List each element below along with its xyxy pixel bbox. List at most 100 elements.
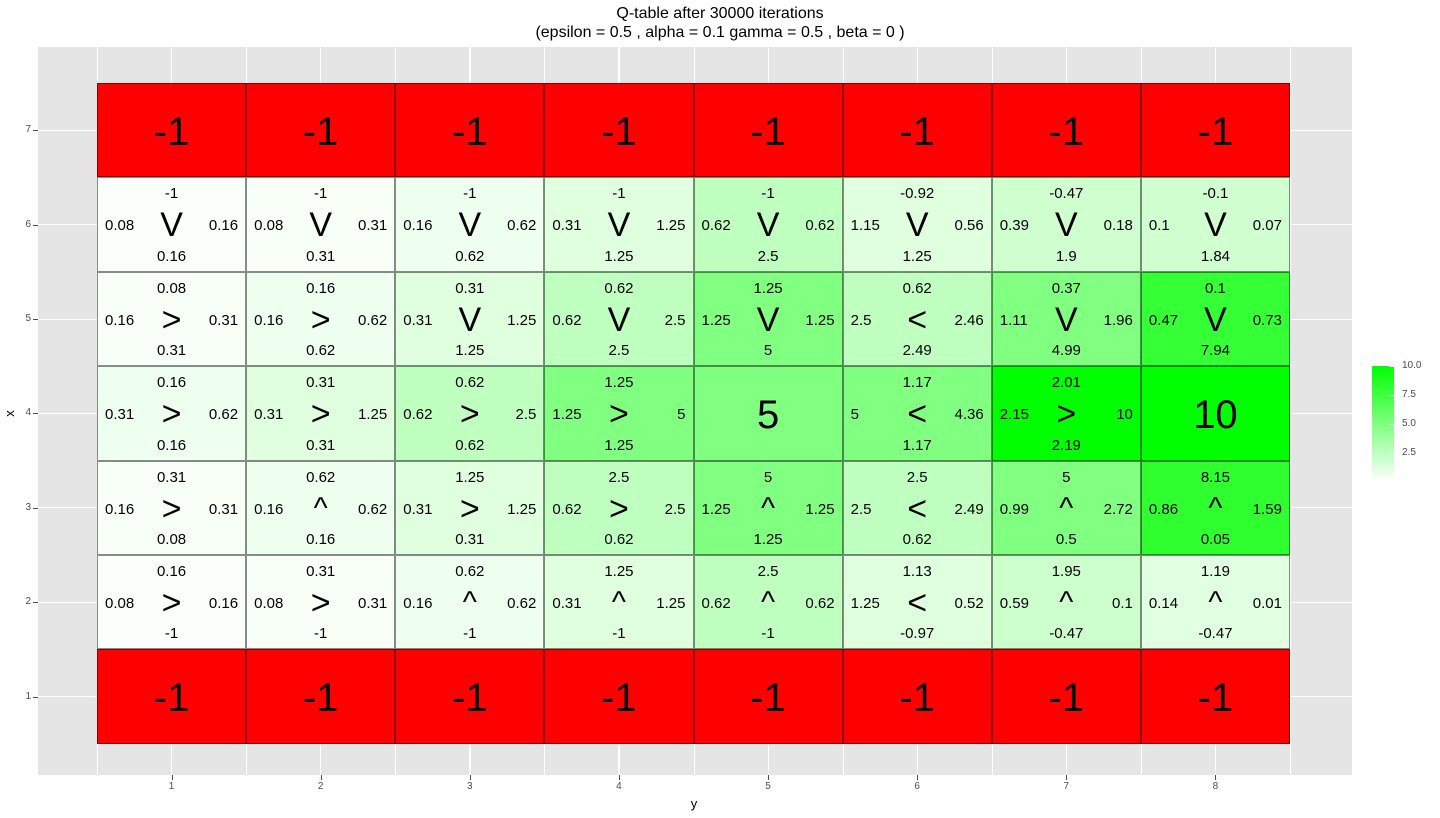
heatmap-cell: -1	[246, 83, 396, 178]
q-value-left: 0.08	[254, 217, 284, 235]
heatmap-cell: 2.5 0.62 0.62 2.5 >	[544, 460, 694, 555]
cell-value-label: 5	[756, 393, 780, 438]
legend-tick-mark	[1389, 395, 1394, 396]
x-tick-label: 7	[1063, 781, 1070, 792]
heatmap-cell: 5 0.5 0.99 2.72 ^	[991, 460, 1141, 555]
q-value-right: 1.25	[656, 217, 686, 235]
y-tick-mark	[33, 319, 38, 320]
q-value-right: 5	[677, 406, 686, 424]
q-value-down: -0.97	[900, 625, 935, 643]
q-value-down: -1	[612, 625, 626, 643]
q-value-up: 2.01	[1051, 374, 1081, 392]
q-value-left: 5	[850, 406, 859, 424]
cell-value-label: -1	[601, 110, 637, 154]
q-value-right: 2.49	[954, 500, 984, 518]
policy-arrow: ^	[1059, 491, 1074, 525]
q-value-down: 0.31	[455, 530, 485, 548]
heatmap-cell: -1	[693, 649, 843, 744]
q-value-up: 0.62	[306, 468, 336, 486]
x-tick-label: 3	[467, 781, 473, 792]
q-value-left: 0.16	[105, 500, 135, 518]
policy-arrow: V	[1054, 300, 1078, 339]
q-value-up: -0.47	[1049, 185, 1084, 203]
y-tick-label: 1	[25, 690, 31, 702]
heatmap-cell: 5	[693, 366, 843, 461]
q-value-left: 0.16	[254, 500, 284, 518]
heatmap-cell: -1	[544, 83, 694, 178]
q-value-down: 0.62	[306, 342, 336, 360]
q-value-down: 0.31	[156, 342, 187, 360]
q-value-up: 1.95	[1051, 563, 1081, 580]
heatmap-cell: -1	[842, 83, 992, 178]
q-value-left: 0.14	[1148, 595, 1179, 612]
q-value-down: 2.19	[1051, 436, 1081, 454]
heatmap-cell: -1 0.62 0.16 0.62 V	[395, 177, 545, 272]
heatmap-cell: -1 0.31 0.08 0.31 V	[246, 177, 396, 272]
policy-arrow: ^	[462, 586, 477, 619]
q-value-left: 0.16	[403, 595, 433, 612]
y-tick-label: 5	[25, 313, 31, 324]
cell-value-label: -1	[153, 676, 190, 721]
policy-arrow: V	[607, 206, 631, 245]
heatmap-cell: 1.25 -1 0.31 1.25 ^	[544, 555, 694, 650]
q-value-left: 0.31	[552, 595, 582, 612]
heatmap-cell: 5 1.25 1.25 1.25 ^	[693, 460, 843, 555]
q-value-down: 1.25	[753, 530, 783, 548]
policy-arrow: >	[161, 489, 182, 528]
q-value-left: 1.25	[552, 406, 582, 424]
heatmap-cell: -1	[395, 83, 545, 178]
heatmap-cell: 0.31 1.25 0.31 1.25 V	[395, 271, 545, 367]
policy-arrow: V	[607, 300, 631, 339]
policy-arrow: >	[310, 584, 331, 622]
q-value-down: 0.62	[455, 247, 485, 265]
chart-title: Q-table after 30000 iterations	[616, 5, 824, 22]
q-value-down: 0.16	[156, 436, 187, 454]
q-value-down: 1.25	[455, 342, 485, 360]
y-tick-label: 4	[25, 407, 31, 419]
q-value-left: 1.25	[701, 500, 731, 518]
heatmap-cell: -1 1.25 0.31 1.25 V	[544, 177, 694, 272]
q-value-down: 0.62	[455, 436, 485, 454]
q-value-left: 0.59	[999, 595, 1029, 612]
q-value-up: 1.25	[753, 279, 783, 297]
q-value-right: 2.72	[1103, 500, 1133, 518]
q-value-down: -1	[463, 625, 477, 643]
heatmap-cell: -1	[97, 83, 247, 178]
policy-arrow: V	[1204, 206, 1227, 245]
q-value-right: 0.31	[208, 500, 239, 518]
q-value-left: 0.16	[105, 311, 135, 329]
q-value-down: 0.5	[1055, 530, 1077, 548]
policy-arrow: >	[459, 489, 480, 528]
q-value-down: 0.62	[604, 530, 634, 548]
legend-tick-mark	[1389, 453, 1394, 454]
q-value-up: -0.92	[900, 185, 935, 203]
heatmap-cell: 0.1 7.94 0.47 0.73 V	[1140, 271, 1290, 367]
heatmap-cell: 0.62 0.16 0.16 0.62 ^	[246, 460, 396, 555]
q-value-down: 2.5	[608, 342, 630, 360]
q-value-right: 4.36	[954, 406, 984, 424]
q-value-right: 0.62	[358, 500, 388, 518]
x-tick-mark	[320, 775, 322, 780]
plot-panel: -1 -1 -1 -1 -1 -1 -1 -1 -1 0.16 0.08 0.16 V -1 0.31 0.0…	[38, 47, 1352, 775]
cell-value-label: -1	[1048, 110, 1085, 154]
x-tick-mark	[768, 775, 770, 780]
q-value-right: 1.25	[507, 500, 537, 518]
q-value-right: 0.52	[954, 595, 984, 612]
policy-arrow: ^	[1208, 586, 1223, 619]
q-value-left: 2.5	[850, 311, 872, 329]
q-value-right: 0.62	[805, 217, 835, 235]
cell-value-label: -1	[750, 676, 786, 721]
q-value-up: -1	[314, 185, 328, 203]
heatmap-cell: 1.95 -0.47 0.59 0.1 ^	[991, 555, 1141, 650]
q-value-down: 1.25	[604, 247, 634, 265]
policy-arrow: V	[309, 206, 333, 245]
q-value-down: 4.99	[1051, 342, 1081, 360]
q-value-down: 0.16	[306, 530, 336, 548]
y-tick-mark	[33, 413, 38, 415]
q-value-up: 5	[1062, 468, 1071, 486]
q-value-down: 0.62	[902, 530, 932, 548]
q-value-up: 0.37	[1051, 279, 1081, 297]
q-value-down: 1.17	[902, 436, 932, 454]
q-value-down: 0.16	[156, 247, 187, 265]
q-value-up: 1.13	[902, 563, 932, 580]
